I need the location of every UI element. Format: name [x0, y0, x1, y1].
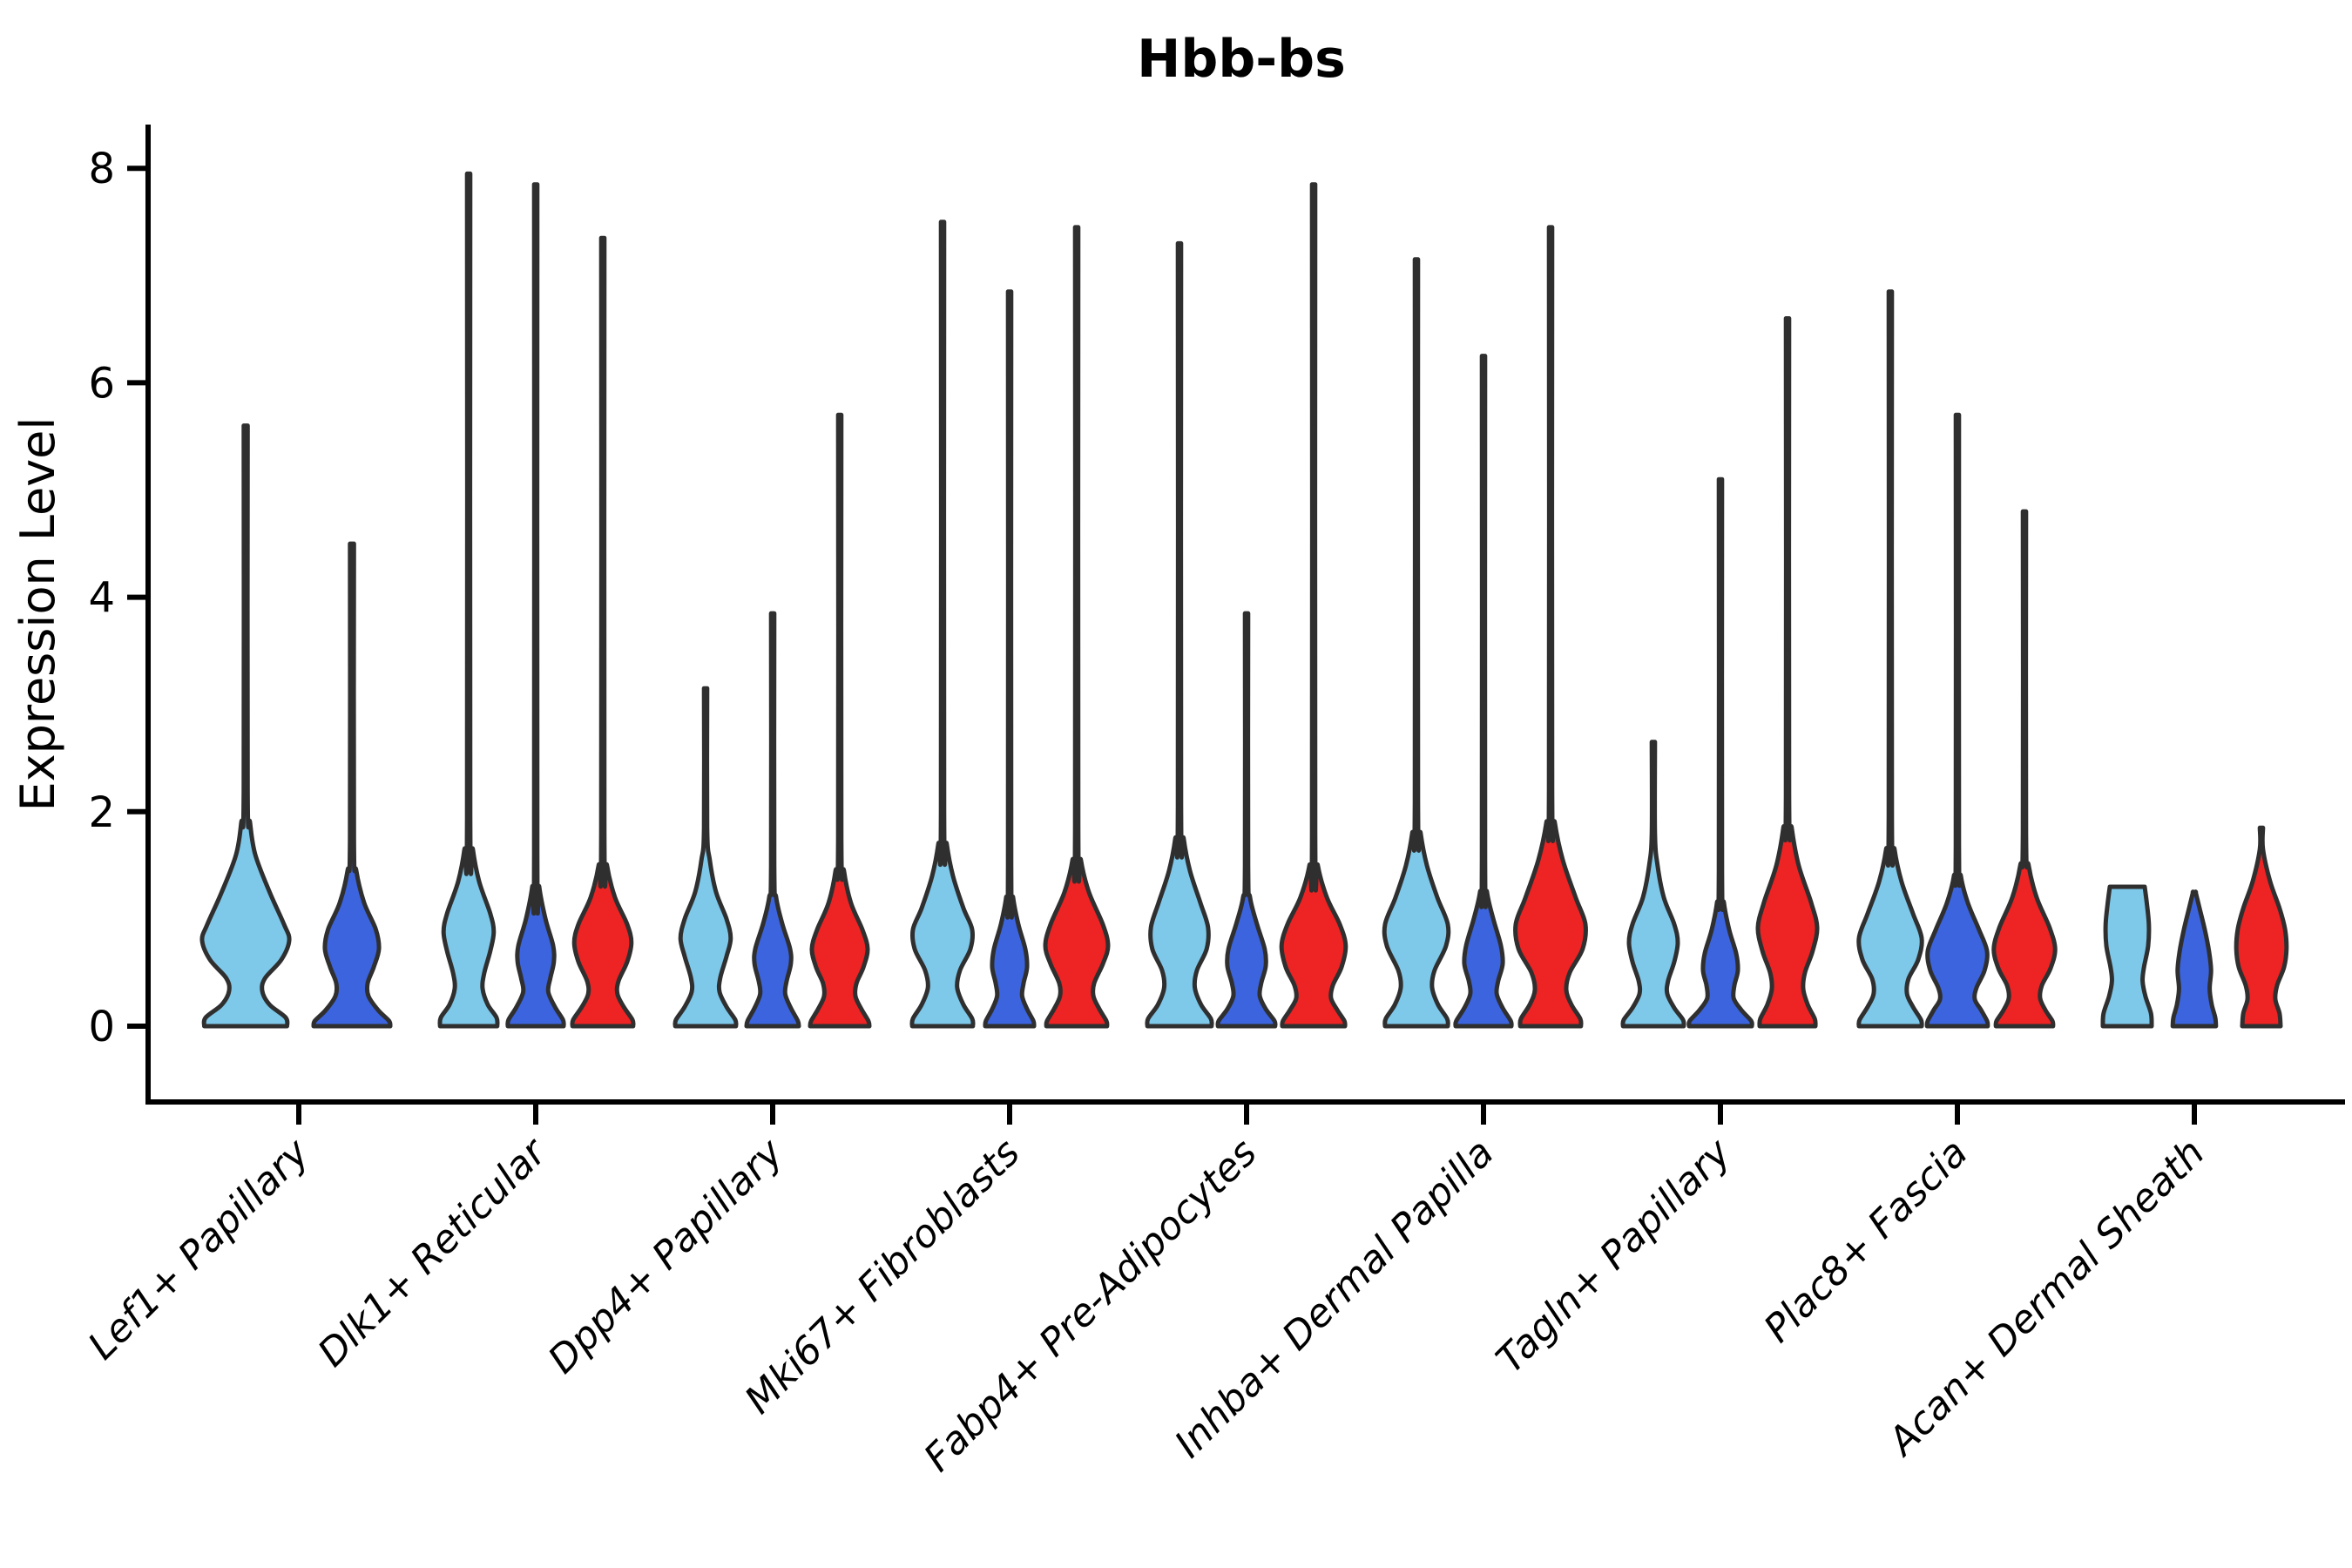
violin-shape [808, 412, 872, 1029]
violin-shape [1856, 289, 1924, 1029]
violin-shape [672, 686, 739, 1029]
violin-shape [909, 220, 976, 1029]
y-tick-label: 2 [88, 788, 115, 837]
x-axis-label: Dpp4+ Papillary [540, 1130, 793, 1382]
x-axis-label: Plac8+ Fascia [1755, 1131, 1976, 1351]
violin-shape [1145, 240, 1214, 1029]
violin-shape [1453, 354, 1514, 1029]
violin-shape [1924, 412, 1990, 1029]
violin-shape [1043, 225, 1111, 1029]
violin-shape [1686, 476, 1754, 1029]
violin-shape [311, 541, 393, 1029]
y-axis-label: Expression Level [10, 417, 65, 812]
y-tick-label: 4 [88, 574, 115, 623]
violin-shape [1215, 611, 1278, 1029]
violin-shape [199, 423, 292, 1029]
y-tick-label: 6 [88, 359, 115, 408]
violins-layer [199, 171, 2289, 1029]
violin-shape [2234, 825, 2289, 1029]
violin-shape [1513, 225, 1588, 1029]
x-axis-label: Lef1+ Papillary [80, 1130, 319, 1369]
x-axis-label: Tagln+ Papillary [1488, 1130, 1740, 1382]
y-tick-label: 0 [88, 1003, 115, 1051]
x-axis-label: Dlk1+ Reticular [309, 1129, 556, 1375]
violin-shape [1382, 257, 1451, 1029]
violin-shape [2170, 889, 2219, 1029]
violin-shape [983, 289, 1037, 1029]
violin-shape [1755, 316, 1820, 1029]
violin-shape [1991, 509, 2058, 1029]
violin-shape [570, 235, 636, 1029]
violin-shape [437, 171, 500, 1029]
violin-shape [2100, 884, 2154, 1029]
chart-title: Hbb-bs [1137, 29, 1346, 90]
violin-shape [1279, 182, 1348, 1029]
y-tick-label: 8 [88, 145, 115, 193]
violin-shape [744, 611, 801, 1029]
violin-shape [505, 182, 566, 1029]
violin-shape [1620, 740, 1686, 1029]
